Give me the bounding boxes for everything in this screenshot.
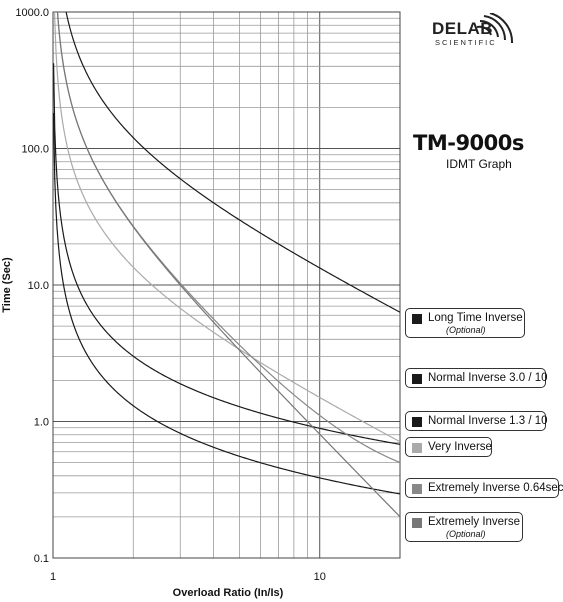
legend-swatch [412, 373, 422, 384]
product-title: TM-9000s [413, 131, 524, 155]
legend-label: Extremely Inverse 0.64sec [428, 482, 563, 494]
legend-extremely-inverse: Extremely Inverse (Optional) [405, 512, 523, 542]
legend-swatch [412, 442, 422, 453]
series-curve-5 [56, 12, 400, 518]
legend-swatch [412, 483, 422, 494]
x-tick-label: 1 [50, 571, 56, 583]
y-tick-label: 1.0 [34, 417, 49, 429]
product-subtitle: IDMT Graph [446, 157, 512, 171]
legend-label: Very Inverse [428, 441, 492, 453]
legend-label: Extremely Inverse [428, 516, 521, 528]
legend-swatch [412, 416, 422, 427]
legend-swatch [412, 517, 422, 528]
tick-labels: 0.1 1.0 10.0 100.0 1000.0 1 10 [15, 7, 325, 583]
curves [53, 12, 400, 518]
legend-label: Normal Inverse 3.0 / 10 [428, 372, 548, 384]
legend-extremely-inverse-064: Extremely Inverse 0.64sec [405, 478, 563, 498]
brand-logo: DELAB SCIENTIFIC [432, 19, 497, 48]
y-tick-label: 100.0 [21, 144, 49, 156]
series-curve-1 [53, 63, 400, 445]
series-curve-2 [53, 112, 400, 495]
x-axis-title: Overload Ratio (In/Is) [173, 587, 284, 599]
legend-long-time-inverse: Long Time Inverse (Optional) [405, 308, 525, 338]
legend-note: (Optional) [446, 529, 486, 539]
legend-note: (Optional) [446, 325, 486, 335]
y-axis-title: Time (Sec) [1, 257, 13, 313]
brand-sub: SCIENTIFIC [435, 38, 497, 47]
legend-label: Normal Inverse 1.3 / 10 [428, 415, 548, 427]
series-curve-0 [65, 12, 400, 313]
x-tick-label: 10 [314, 571, 326, 583]
logo-wave-icon [476, 13, 514, 44]
y-tick-label: 10.0 [28, 280, 49, 292]
grid [52, 11, 401, 559]
legend-very-inverse: Very Inverse [405, 437, 492, 457]
y-tick-label: 1000.0 [15, 7, 49, 19]
legend-normal-inverse-1-3: Normal Inverse 1.3 / 10 [405, 411, 548, 431]
legend-label: Long Time Inverse [428, 312, 523, 324]
legend-swatch [412, 313, 422, 324]
series-curve-3 [53, 12, 400, 443]
brand-name: DELAB [432, 19, 494, 38]
legend-normal-inverse-3: Normal Inverse 3.0 / 10 [405, 368, 548, 388]
plot-frame [52, 11, 401, 559]
y-tick-label: 0.1 [34, 553, 49, 565]
